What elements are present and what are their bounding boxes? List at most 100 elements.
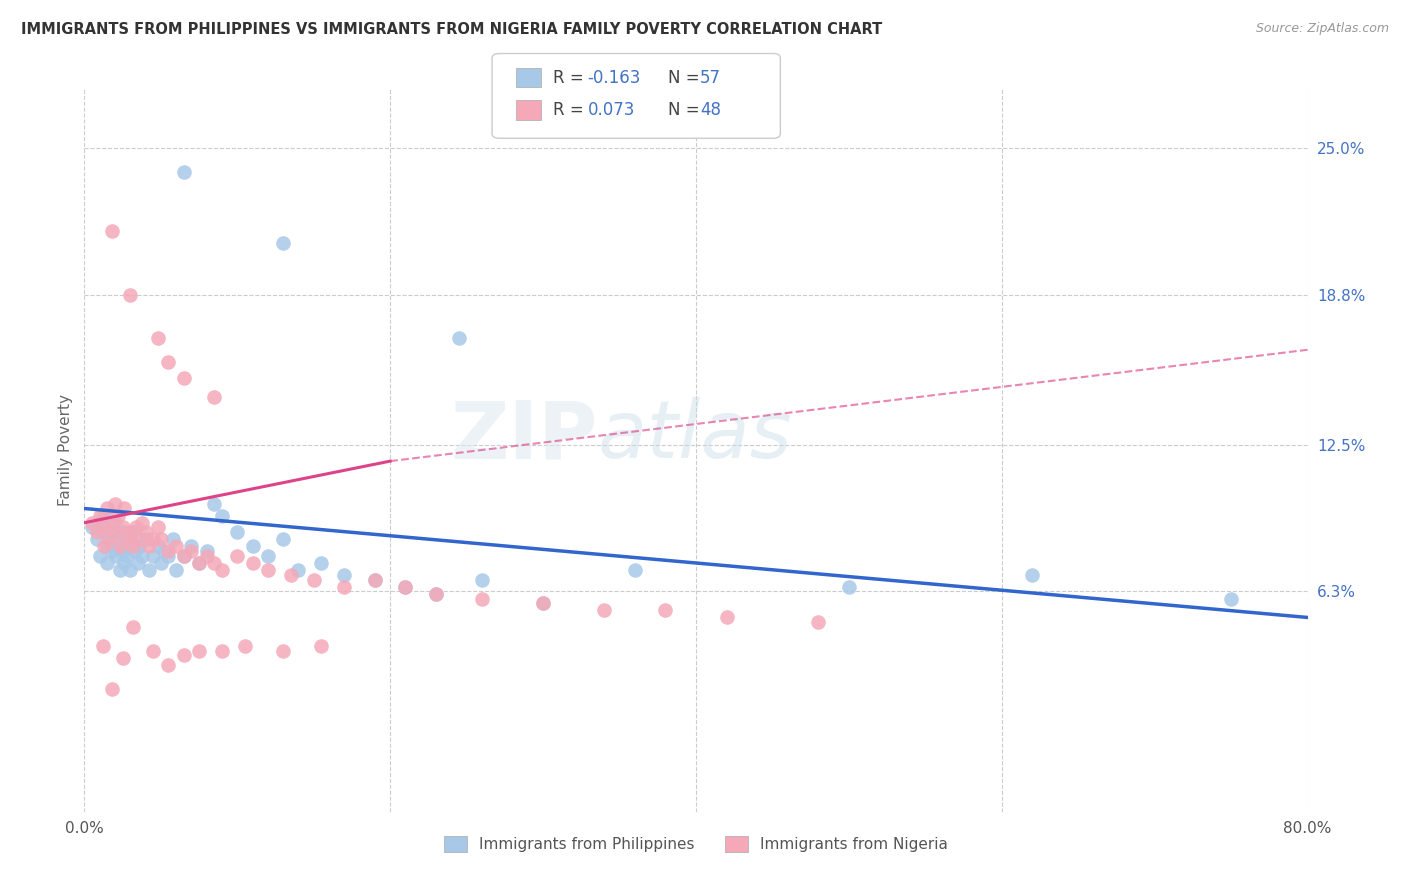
- Point: [364, 573, 387, 587]
- Point: [120, 525, 142, 540]
- Text: N =: N =: [668, 101, 704, 119]
- Point: [149, 556, 172, 570]
- Point: [149, 533, 172, 547]
- Point: [105, 549, 128, 563]
- Point: [162, 533, 184, 547]
- Point: [146, 331, 169, 345]
- Point: [394, 580, 416, 594]
- Text: IMMIGRANTS FROM PHILIPPINES VS IMMIGRANTS FROM NIGERIA FAMILY POVERTY CORRELATIO: IMMIGRANTS FROM PHILIPPINES VS IMMIGRANT…: [21, 22, 883, 37]
- Point: [93, 540, 115, 554]
- Point: [107, 508, 129, 523]
- Point: [165, 563, 187, 577]
- Point: [124, 544, 146, 558]
- Point: [138, 540, 160, 554]
- Point: [112, 556, 135, 570]
- Point: [188, 643, 211, 657]
- Point: [125, 520, 148, 534]
- Point: [157, 544, 180, 558]
- Point: [394, 580, 416, 594]
- Point: [226, 525, 249, 540]
- Point: [142, 533, 165, 547]
- Point: [257, 549, 280, 563]
- Point: [135, 525, 157, 540]
- Text: R =: R =: [553, 69, 589, 87]
- Point: [280, 567, 302, 582]
- Point: [120, 288, 142, 302]
- Point: [302, 573, 325, 587]
- Point: [173, 165, 195, 179]
- Point: [122, 620, 145, 634]
- Point: [120, 533, 142, 547]
- Point: [104, 525, 127, 540]
- Point: [425, 587, 447, 601]
- Point: [142, 549, 165, 563]
- Point: [138, 563, 160, 577]
- Point: [173, 549, 195, 563]
- Point: [111, 650, 134, 665]
- Text: N =: N =: [668, 69, 704, 87]
- Point: [188, 556, 211, 570]
- Point: [122, 540, 145, 554]
- Point: [838, 580, 860, 594]
- Point: [211, 563, 233, 577]
- Point: [195, 544, 218, 558]
- Point: [195, 549, 218, 563]
- Point: [531, 596, 554, 610]
- Point: [127, 556, 149, 570]
- Point: [202, 390, 225, 404]
- Point: [111, 520, 134, 534]
- Point: [128, 533, 150, 547]
- Point: [157, 354, 180, 368]
- Point: [128, 540, 150, 554]
- Point: [242, 556, 264, 570]
- Text: Source: ZipAtlas.com: Source: ZipAtlas.com: [1256, 22, 1389, 36]
- Text: R =: R =: [553, 101, 589, 119]
- Point: [112, 501, 135, 516]
- Point: [180, 540, 202, 554]
- Point: [86, 533, 108, 547]
- Point: [96, 540, 118, 554]
- Point: [211, 508, 233, 523]
- Point: [333, 567, 356, 582]
- Point: [101, 224, 124, 238]
- Point: [425, 587, 447, 601]
- Point: [91, 520, 114, 534]
- Point: [364, 573, 387, 587]
- Point: [93, 508, 115, 523]
- Point: [80, 516, 103, 530]
- Point: [311, 639, 333, 653]
- Point: [531, 596, 554, 610]
- Point: [716, 610, 738, 624]
- Point: [173, 648, 195, 663]
- Point: [447, 331, 470, 345]
- Text: 57: 57: [700, 69, 721, 87]
- Text: -0.163: -0.163: [588, 69, 641, 87]
- Point: [96, 501, 118, 516]
- Point: [211, 643, 233, 657]
- Point: [1021, 567, 1043, 582]
- Point: [271, 643, 294, 657]
- Point: [233, 639, 256, 653]
- Point: [91, 525, 114, 540]
- Point: [120, 563, 142, 577]
- Text: 0.073: 0.073: [588, 101, 636, 119]
- Point: [311, 556, 333, 570]
- Point: [101, 516, 124, 530]
- Point: [807, 615, 830, 630]
- Point: [131, 549, 153, 563]
- Point: [80, 520, 103, 534]
- Point: [1220, 591, 1243, 606]
- Point: [111, 544, 134, 558]
- Point: [202, 556, 225, 570]
- Text: atlas: atlas: [598, 397, 793, 475]
- Point: [146, 540, 169, 554]
- Point: [287, 563, 309, 577]
- Point: [173, 549, 195, 563]
- Point: [333, 580, 356, 594]
- Point: [165, 540, 187, 554]
- Point: [115, 533, 138, 547]
- Point: [115, 549, 138, 563]
- Point: [98, 525, 121, 540]
- Point: [157, 549, 180, 563]
- Point: [89, 549, 111, 563]
